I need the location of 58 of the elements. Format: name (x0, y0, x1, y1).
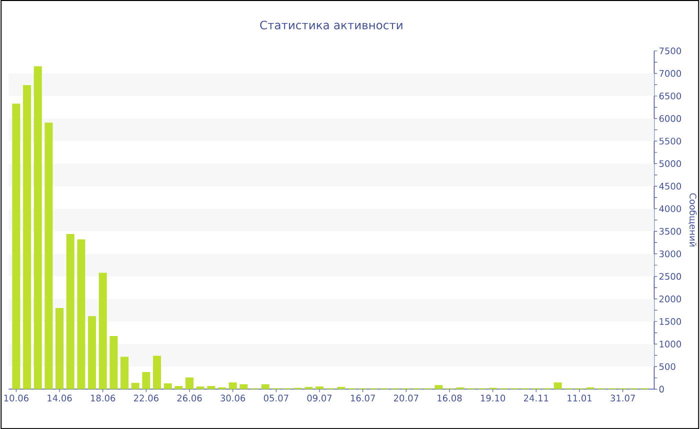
x-tick-label: 11.01 (568, 394, 592, 402)
x-tick-label: 16.07 (350, 394, 375, 402)
x-tick-label: 20.07 (394, 394, 418, 402)
y-tick-label: 7000 (659, 70, 682, 77)
y-tick-label: 1000 (660, 340, 682, 348)
bar (228, 382, 237, 390)
bar (153, 356, 162, 390)
bar (98, 272, 107, 390)
x-tick-label: 24.11 (524, 394, 548, 402)
bar (131, 382, 140, 390)
x-tick-label: 19.10 (480, 394, 506, 402)
x-tick-label: 31.07 (610, 394, 635, 402)
x-tick-label: 16.08 (438, 394, 462, 402)
x-tick-label: 09.07 (307, 394, 332, 402)
y-tick-label: 4500 (659, 182, 682, 190)
bar (164, 383, 172, 390)
y-tick-label: 2500 (659, 272, 682, 280)
bar (315, 386, 324, 390)
bar (207, 386, 216, 390)
bar (434, 385, 443, 390)
y-tick-label: 5000 (659, 160, 682, 168)
bar (142, 372, 150, 390)
y-axis-title: Сообщений (688, 193, 697, 246)
x-tick-label: 10.06 (4, 394, 28, 402)
y-tick-label: 500 (659, 363, 676, 370)
x-tick-label: 22.06 (134, 394, 158, 402)
x-tick-label: 14.06 (48, 394, 72, 402)
y-tick-label: 5500 (659, 138, 682, 144)
bar (554, 382, 562, 390)
bar (12, 104, 20, 390)
bar (261, 384, 270, 390)
y-tick-label: 6000 (659, 115, 682, 122)
bar (66, 234, 74, 390)
chart-title: Статистика активности (260, 20, 402, 30)
x-tick-label: 05.07 (264, 394, 288, 402)
x-tick-label: 26.06 (177, 394, 202, 402)
y-tick-label: 6500 (659, 92, 682, 100)
bar (23, 85, 32, 390)
bar (77, 239, 86, 390)
bar (88, 316, 96, 390)
bar (174, 386, 183, 390)
y-tick-label: 3000 (659, 250, 682, 258)
y-tick-label: 2000 (659, 296, 682, 302)
x-tick-label: 30.06 (220, 394, 246, 402)
bar (196, 386, 204, 390)
bar (120, 356, 129, 390)
y-tick-label: 3500 (659, 228, 682, 235)
bar (56, 308, 64, 390)
y-tick-label: 7500 (659, 47, 682, 54)
x-tick-label: 18.06 (90, 394, 116, 402)
y-tick-label: 1500 (660, 318, 682, 325)
bar (110, 336, 118, 390)
y-tick-label: 0 (659, 386, 664, 393)
bar (44, 122, 53, 390)
bar (186, 377, 194, 390)
bar (34, 66, 42, 390)
y-tick-label: 4000 (659, 205, 682, 212)
bar (240, 384, 248, 390)
